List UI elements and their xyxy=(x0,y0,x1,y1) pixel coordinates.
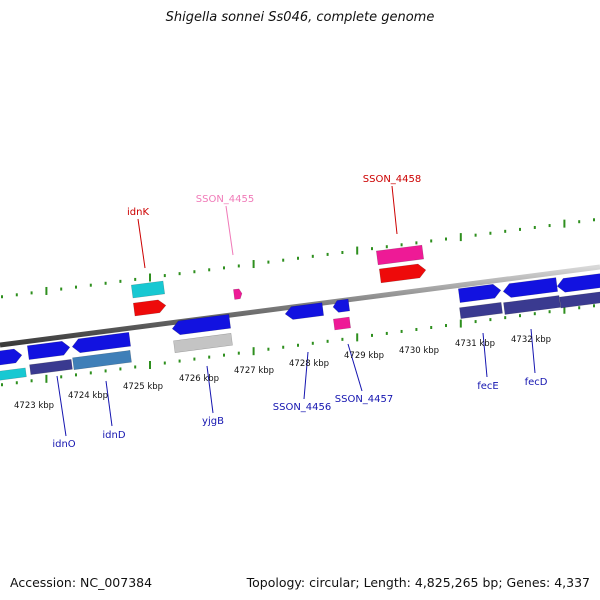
accession-text: Accession: NC_007384 xyxy=(10,575,153,590)
scale-label: 4726 kbp xyxy=(179,374,219,384)
inner-tick-ring xyxy=(1,304,595,387)
gene-callout-line xyxy=(225,205,234,256)
gene-block-idnO[interactable] xyxy=(26,340,71,360)
gene-block-yjgB-strand[interactable] xyxy=(173,333,233,353)
gene-block-idnK[interactable] xyxy=(133,299,167,317)
scale-label: 4728 kbp xyxy=(289,359,329,369)
gene-callout-line xyxy=(206,365,214,414)
outer-tick-ring xyxy=(1,218,595,299)
gene-block-fecE[interactable] xyxy=(457,283,502,303)
gene-callout-line xyxy=(105,380,113,427)
gene-label-fecE[interactable]: fecE xyxy=(477,381,499,392)
gene-label-SSON_4456[interactable]: SSON_4456 xyxy=(273,402,332,413)
gene-block-right-edge[interactable] xyxy=(556,272,600,293)
gene-block-idnD-strand[interactable] xyxy=(72,350,132,370)
gene-callout-line xyxy=(303,351,309,400)
scale-label: 4732 kbp xyxy=(511,335,551,345)
scale-label: 4725 kbp xyxy=(123,382,163,392)
gene-block-idnK-cyan[interactable] xyxy=(131,280,165,299)
gene-block-yjgB[interactable] xyxy=(171,314,231,336)
gene-label-SSON_4455[interactable]: SSON_4455 xyxy=(196,194,255,205)
gene-block-left-edge[interactable] xyxy=(0,348,23,367)
gene-block-fecD-strand[interactable] xyxy=(503,295,561,315)
gene-block-SSON_4457[interactable] xyxy=(332,298,350,313)
gene-label-yjgB[interactable]: yjgB xyxy=(202,416,224,427)
topology-summary: Topology: circular; Length: 4,825,265 bp… xyxy=(246,575,590,590)
gene-callout-line xyxy=(56,375,67,437)
gene-label-idnD[interactable]: idnD xyxy=(102,430,125,441)
gene-block-fecE-strand[interactable] xyxy=(459,302,503,319)
gene-block-idnD[interactable] xyxy=(71,332,131,354)
gene-block-idnO-strand[interactable] xyxy=(29,359,73,375)
gene-callout-line xyxy=(482,332,488,378)
gene-callout-line xyxy=(347,343,363,392)
scale-label: 4731 kbp xyxy=(455,339,495,349)
scale-label: 4729 kbp xyxy=(344,351,384,361)
gene-features xyxy=(0,244,600,382)
gene-label-SSON_4457[interactable]: SSON_4457 xyxy=(335,394,394,405)
gene-block-fecD[interactable] xyxy=(502,277,558,299)
gene-label-idnK[interactable]: idnK xyxy=(127,207,149,218)
scale-label: 4723 kbp xyxy=(14,401,54,411)
gene-callout-line xyxy=(137,218,146,269)
scale-label: 4727 kbp xyxy=(234,366,274,376)
scale-labels: 4723 kbp 4724 kbp 4725 kbp 4726 kbp 4727 kbp… xyxy=(14,335,551,411)
gene-block-right-edge-strand[interactable] xyxy=(559,290,600,309)
map-title: Shigella sonnei Ss046, complete genome xyxy=(165,10,435,25)
gene-callout-line xyxy=(391,185,398,235)
gene-block-SSON_4456[interactable] xyxy=(284,302,324,321)
gene-block-SSON_4457-strand[interactable] xyxy=(333,316,351,331)
gene-block-left-edge-cyan[interactable] xyxy=(0,367,27,382)
gene-label-idnO[interactable]: idnO xyxy=(52,439,75,450)
gene-block-SSON_4458[interactable] xyxy=(379,263,427,284)
gene-callouts xyxy=(56,185,536,437)
gene-callout-line xyxy=(530,328,536,374)
gene-block-SSON_4458-pink[interactable] xyxy=(376,244,424,266)
scale-label: 4724 kbp xyxy=(68,391,108,401)
gene-labels: idnK SSON_4455 SSON_4458 idnO idnD yjgB SSON_4… xyxy=(52,174,547,450)
gene-label-SSON_4458[interactable]: SSON_4458 xyxy=(363,174,422,185)
gene-label-fecD[interactable]: fecD xyxy=(525,377,548,388)
gene-block-SSON_4455[interactable] xyxy=(233,288,243,300)
scale-label: 4730 kbp xyxy=(399,346,439,356)
